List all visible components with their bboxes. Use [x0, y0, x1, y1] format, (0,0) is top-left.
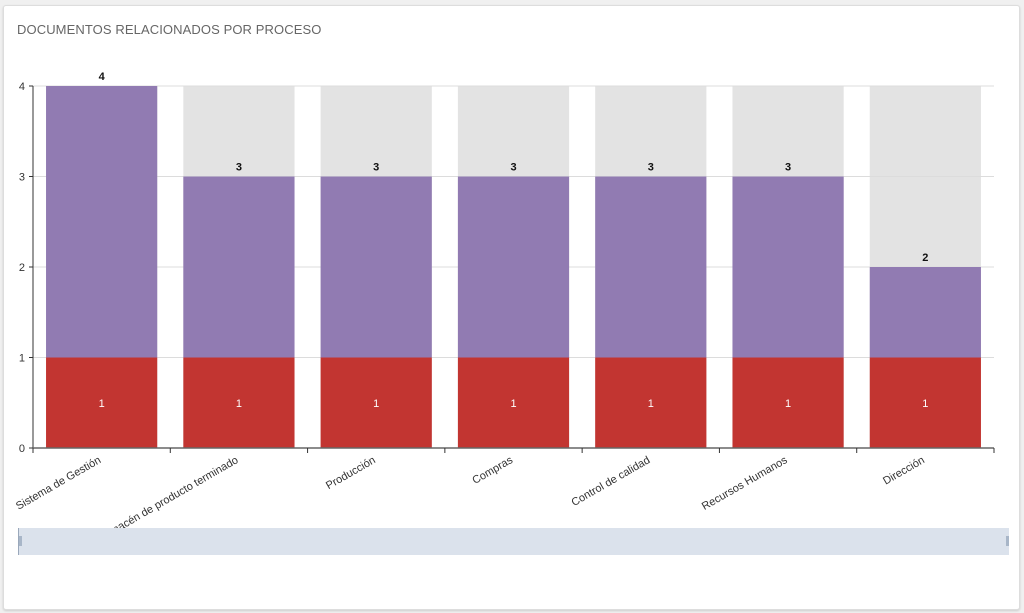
y-tick-label: 1	[19, 353, 25, 365]
chart-title: DOCUMENTOS RELACIONADOS POR PROCESO	[17, 22, 322, 37]
bar-segment	[732, 357, 844, 448]
y-tick-label: 3	[19, 172, 25, 184]
x-tick-label: Dirección	[881, 454, 927, 487]
total-label: 3	[648, 162, 654, 174]
bar-segment	[183, 176, 295, 358]
segment-label: 1	[99, 398, 105, 410]
total-label: 3	[236, 162, 242, 174]
bar-segment	[46, 357, 158, 448]
slider-handle-left[interactable]	[19, 536, 22, 546]
x-tick-label: Control de calidad	[569, 454, 652, 509]
segment-label: 1	[236, 398, 242, 410]
segment-label: 1	[373, 398, 379, 410]
total-label: 3	[373, 162, 379, 174]
segment-label: 1	[510, 398, 516, 410]
bar-segment	[320, 357, 432, 448]
segment-label: 1	[648, 398, 654, 410]
bar-segment	[869, 357, 981, 448]
segment-label: 1	[922, 398, 928, 410]
total-label: 3	[785, 162, 791, 174]
bar-segment	[732, 176, 844, 358]
y-tick-label: 4	[19, 81, 25, 93]
bar-segment	[595, 176, 707, 358]
bar-segment	[457, 357, 570, 448]
slider-handle-right[interactable]	[1006, 536, 1009, 546]
bar-segment	[46, 86, 158, 358]
x-tick-label: Producción	[324, 454, 378, 492]
x-tick-label: Sistema de Gestión	[14, 454, 103, 512]
y-tick-label: 2	[19, 262, 25, 274]
y-tick-label: 0	[19, 443, 25, 455]
bar-segment	[457, 176, 570, 358]
total-label: 3	[510, 162, 516, 174]
bar-segment	[595, 357, 707, 448]
bar-segment	[320, 176, 432, 358]
segment-label: 1	[785, 398, 791, 410]
chart-card: DOCUMENTOS RELACIONADOS POR PROCESO 0 1 2 3…	[3, 5, 1020, 610]
data-zoom-slider[interactable]	[18, 528, 1009, 555]
total-label: 2	[922, 252, 928, 264]
x-tick-label: Compras	[470, 454, 515, 487]
x-tick-label: Recursos Humanos	[700, 454, 790, 513]
bar-segment	[869, 267, 981, 358]
bar-segment	[183, 357, 295, 448]
total-label: 4	[99, 71, 106, 83]
